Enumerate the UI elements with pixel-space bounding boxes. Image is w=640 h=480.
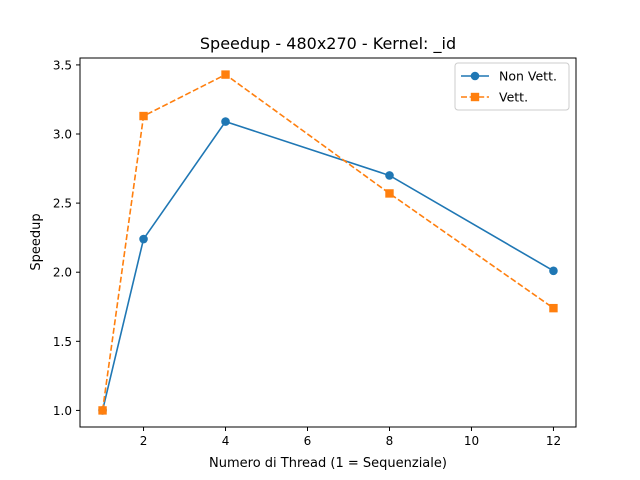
y-tick-label: 3.0 [53,128,72,142]
y-tick-label: 3.5 [53,58,72,72]
data-point [139,234,148,244]
y-tick-label: 1.0 [53,404,72,418]
series-line-2 [101,73,554,411]
y-tick-label: 1.5 [53,335,72,349]
x-tick-label: 4 [222,434,230,448]
x-tick-label: 6 [304,434,312,448]
data-point [549,303,558,313]
legend-label-2: Vett. [499,90,528,105]
data-point [221,70,230,79]
x-tick-label: 12 [546,434,561,448]
y-tick-label: 2.5 [53,197,72,211]
axes-frame [79,57,577,428]
y-tick-label: 2.0 [53,266,72,280]
data-point [385,189,394,198]
legend-box [454,62,570,111]
y-axis-label: Speedup [29,213,44,270]
x-axis-label: Numero di Thread (1 = Sequenziale) [209,456,447,471]
chart-title: Speedup - 480x270 - Kernel: _id [200,34,456,54]
x-tick-label: 2 [140,434,148,448]
data-point [98,406,107,415]
data-point [221,117,230,126]
plot-area: 2 4 6 8 10 12 1.0 1.5 2.0 2.5 3.0 3.5 [53,57,577,448]
data-point [139,111,148,121]
legend-label-1: Non Vett. [499,69,557,84]
legend: Non Vett. Vett. [454,62,570,111]
x-tick-label: 8 [386,434,394,448]
data-point [549,266,558,276]
series-line-1 [101,120,554,411]
data-point [385,171,394,180]
legend-marker-2 [470,92,480,102]
x-tick-label: 10 [464,434,479,448]
legend-marker-1 [470,71,480,81]
